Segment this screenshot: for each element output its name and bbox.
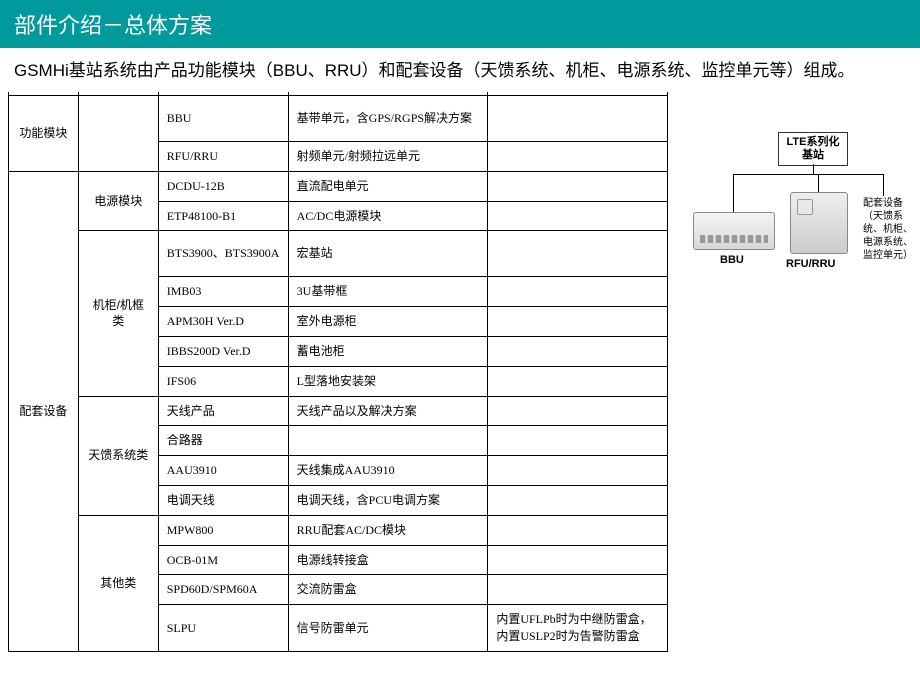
diagram-side-label: 配套设备（天馈系统、机柜、电源系统、监控单元） [863,197,918,262]
cell: 直流配电单元 [288,171,488,201]
cell: OCB-01M [158,545,288,575]
diagram-rru-icon [790,192,848,254]
cell: 信号防雷单元 [288,605,488,652]
diagram-line [733,174,734,212]
cell: IFS06 [158,366,288,396]
slide-subtitle: GSMHi基站系统由产品功能模块（BBU、RRU）和配套设备（天馈系统、机柜、电… [0,48,920,92]
diagram-rru-label: RFU/RRU [786,258,836,270]
cell: IBBS200D Ver.D [158,336,288,366]
cell [488,231,668,277]
diagram-top-box: LTE系列化基站 [778,132,848,166]
cell-category: 功能模块 [9,96,79,172]
content-area: 功能模块 BBU 基带单元，含GPS/RGPS解决方案 RFU/RRU 射频单元… [0,92,920,652]
cell: 蓄电池柜 [288,336,488,366]
cell: 天线产品 [158,396,288,426]
cell: L型落地安装架 [288,366,488,396]
diagram-bbu-label: BBU [720,254,744,266]
cell-category: 配套设备 [9,171,79,651]
cell: 基带单元，含GPS/RGPS解决方案 [288,96,488,142]
cell: RRU配套AC/DC模块 [288,515,488,545]
cell-subcategory: 电源模块 [78,171,158,231]
cell: RFU/RRU [158,142,288,172]
cell-subcategory: 天馈系统类 [78,396,158,515]
architecture-diagram: LTE系列化基站 配套设备（天馈系统、机柜、电源系统、监控单元） BBU RFU… [668,92,912,652]
cell [488,515,668,545]
table-row: 功能模块 BBU 基带单元，含GPS/RGPS解决方案 [9,96,668,142]
diagram-line [733,174,883,175]
cell [488,142,668,172]
cell [488,456,668,486]
cell: DCDU-12B [158,171,288,201]
cell: 3U基带框 [288,277,488,307]
cell: BTS3900、BTS3900A [158,231,288,277]
cell: 电源线转接盒 [288,545,488,575]
cell: ETP48100-B1 [158,201,288,231]
cell [488,545,668,575]
cell: 宏基站 [288,231,488,277]
cell [488,336,668,366]
cell [488,201,668,231]
slide-title-bar: 部件介绍－总体方案 [0,0,920,48]
cell: AAU3910 [158,456,288,486]
cell: 射频单元/射频拉远单元 [288,142,488,172]
cell: AC/DC电源模块 [288,201,488,231]
cell [488,277,668,307]
cell: APM30H Ver.D [158,307,288,337]
cell: 室外电源柜 [288,307,488,337]
cell [288,426,488,456]
component-table-wrap: 功能模块 BBU 基带单元，含GPS/RGPS解决方案 RFU/RRU 射频单元… [8,92,668,652]
cell-subcategory: 其他类 [78,515,158,651]
diagram-line [818,174,819,192]
cell: 电调天线 [158,485,288,515]
cell [488,96,668,142]
cell: MPW800 [158,515,288,545]
cell: IMB03 [158,277,288,307]
cell [488,396,668,426]
table-row: 其他类 MPW800 RRU配套AC/DC模块 [9,515,668,545]
diagram-line [813,164,814,174]
cell-subcategory [78,96,158,172]
diagram-bbu-icon [693,212,775,250]
cell: 天线产品以及解决方案 [288,396,488,426]
component-table: 功能模块 BBU 基带单元，含GPS/RGPS解决方案 RFU/RRU 射频单元… [8,92,668,652]
cell: 电调天线，含PCU电调方案 [288,485,488,515]
cell [488,171,668,201]
cell [488,426,668,456]
cell: 交流防雷盒 [288,575,488,605]
cell: 合路器 [158,426,288,456]
table-row: 天馈系统类 天线产品 天线产品以及解决方案 [9,396,668,426]
cell: SPD60D/SPM60A [158,575,288,605]
cell: SLPU [158,605,288,652]
table-row: 机柜/机框类 BTS3900、BTS3900A 宏基站 [9,231,668,277]
cell-subcategory: 机柜/机框类 [78,231,158,396]
table-row: 配套设备 电源模块 DCDU-12B 直流配电单元 [9,171,668,201]
cell [488,366,668,396]
cell [488,307,668,337]
cell: BBU [158,96,288,142]
diagram-line [883,174,884,196]
cell: 天线集成AAU3910 [288,456,488,486]
cell: 内置UFLPb时为中继防雷盒，内置USLP2时为告警防雷盒 [488,605,668,652]
cell [488,575,668,605]
slide-title: 部件介绍－总体方案 [14,8,212,40]
cell [488,485,668,515]
